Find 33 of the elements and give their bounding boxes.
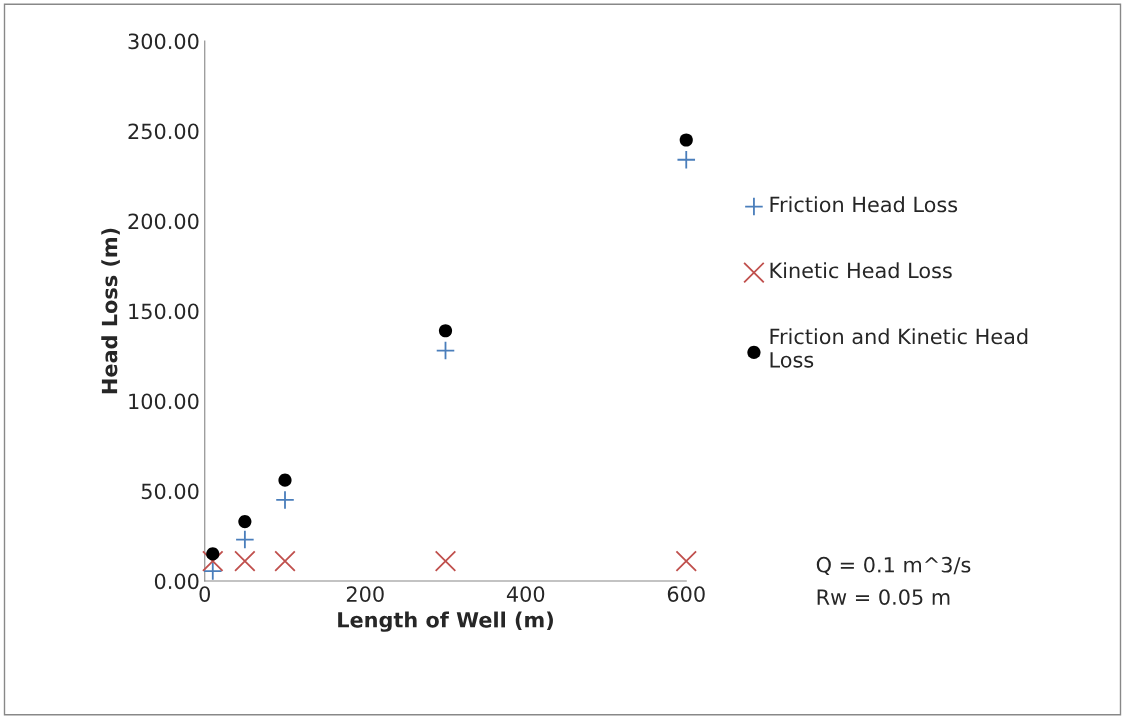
point	[235, 529, 255, 550]
y-tick-label: 150.00	[129, 303, 199, 320]
y-tick-label: 200.00	[128, 213, 199, 230]
point	[203, 561, 223, 581]
y-tick-label: 50.00	[141, 483, 199, 500]
point	[278, 473, 292, 487]
point	[238, 514, 252, 529]
legend-label: Friction Head Loss	[770, 196, 958, 213]
x-tick-label: 0	[199, 586, 210, 602]
text: Q = 0.1 m^3/s	[816, 556, 971, 576]
point	[676, 150, 696, 170]
x-axis-title: Length of Well (m)	[338, 611, 553, 632]
point	[234, 550, 256, 572]
point	[438, 324, 453, 338]
point	[435, 340, 456, 361]
point	[202, 550, 224, 572]
legend-label: Kinetic Head Loss	[770, 262, 952, 279]
text: Rw = 0.05 m	[817, 589, 950, 605]
point	[206, 547, 220, 561]
x-tick-label: 600	[667, 586, 705, 602]
y-tick-label: 0.00	[154, 573, 199, 590]
point	[675, 550, 697, 572]
x-tick-label: 200	[346, 586, 384, 602]
x-tick-label: 400	[506, 586, 545, 602]
point	[679, 133, 693, 147]
y-tick-label: 250.00	[128, 123, 199, 140]
point	[275, 490, 295, 510]
y-axis-title: Head Loss (m)	[101, 228, 120, 394]
legend-label: Friction and Kinetic Head Loss	[770, 328, 1028, 368]
y-tick-label: 300.00	[128, 33, 199, 50]
y-tick-label: 100.00	[129, 393, 199, 410]
point	[274, 550, 296, 572]
point	[434, 550, 457, 572]
